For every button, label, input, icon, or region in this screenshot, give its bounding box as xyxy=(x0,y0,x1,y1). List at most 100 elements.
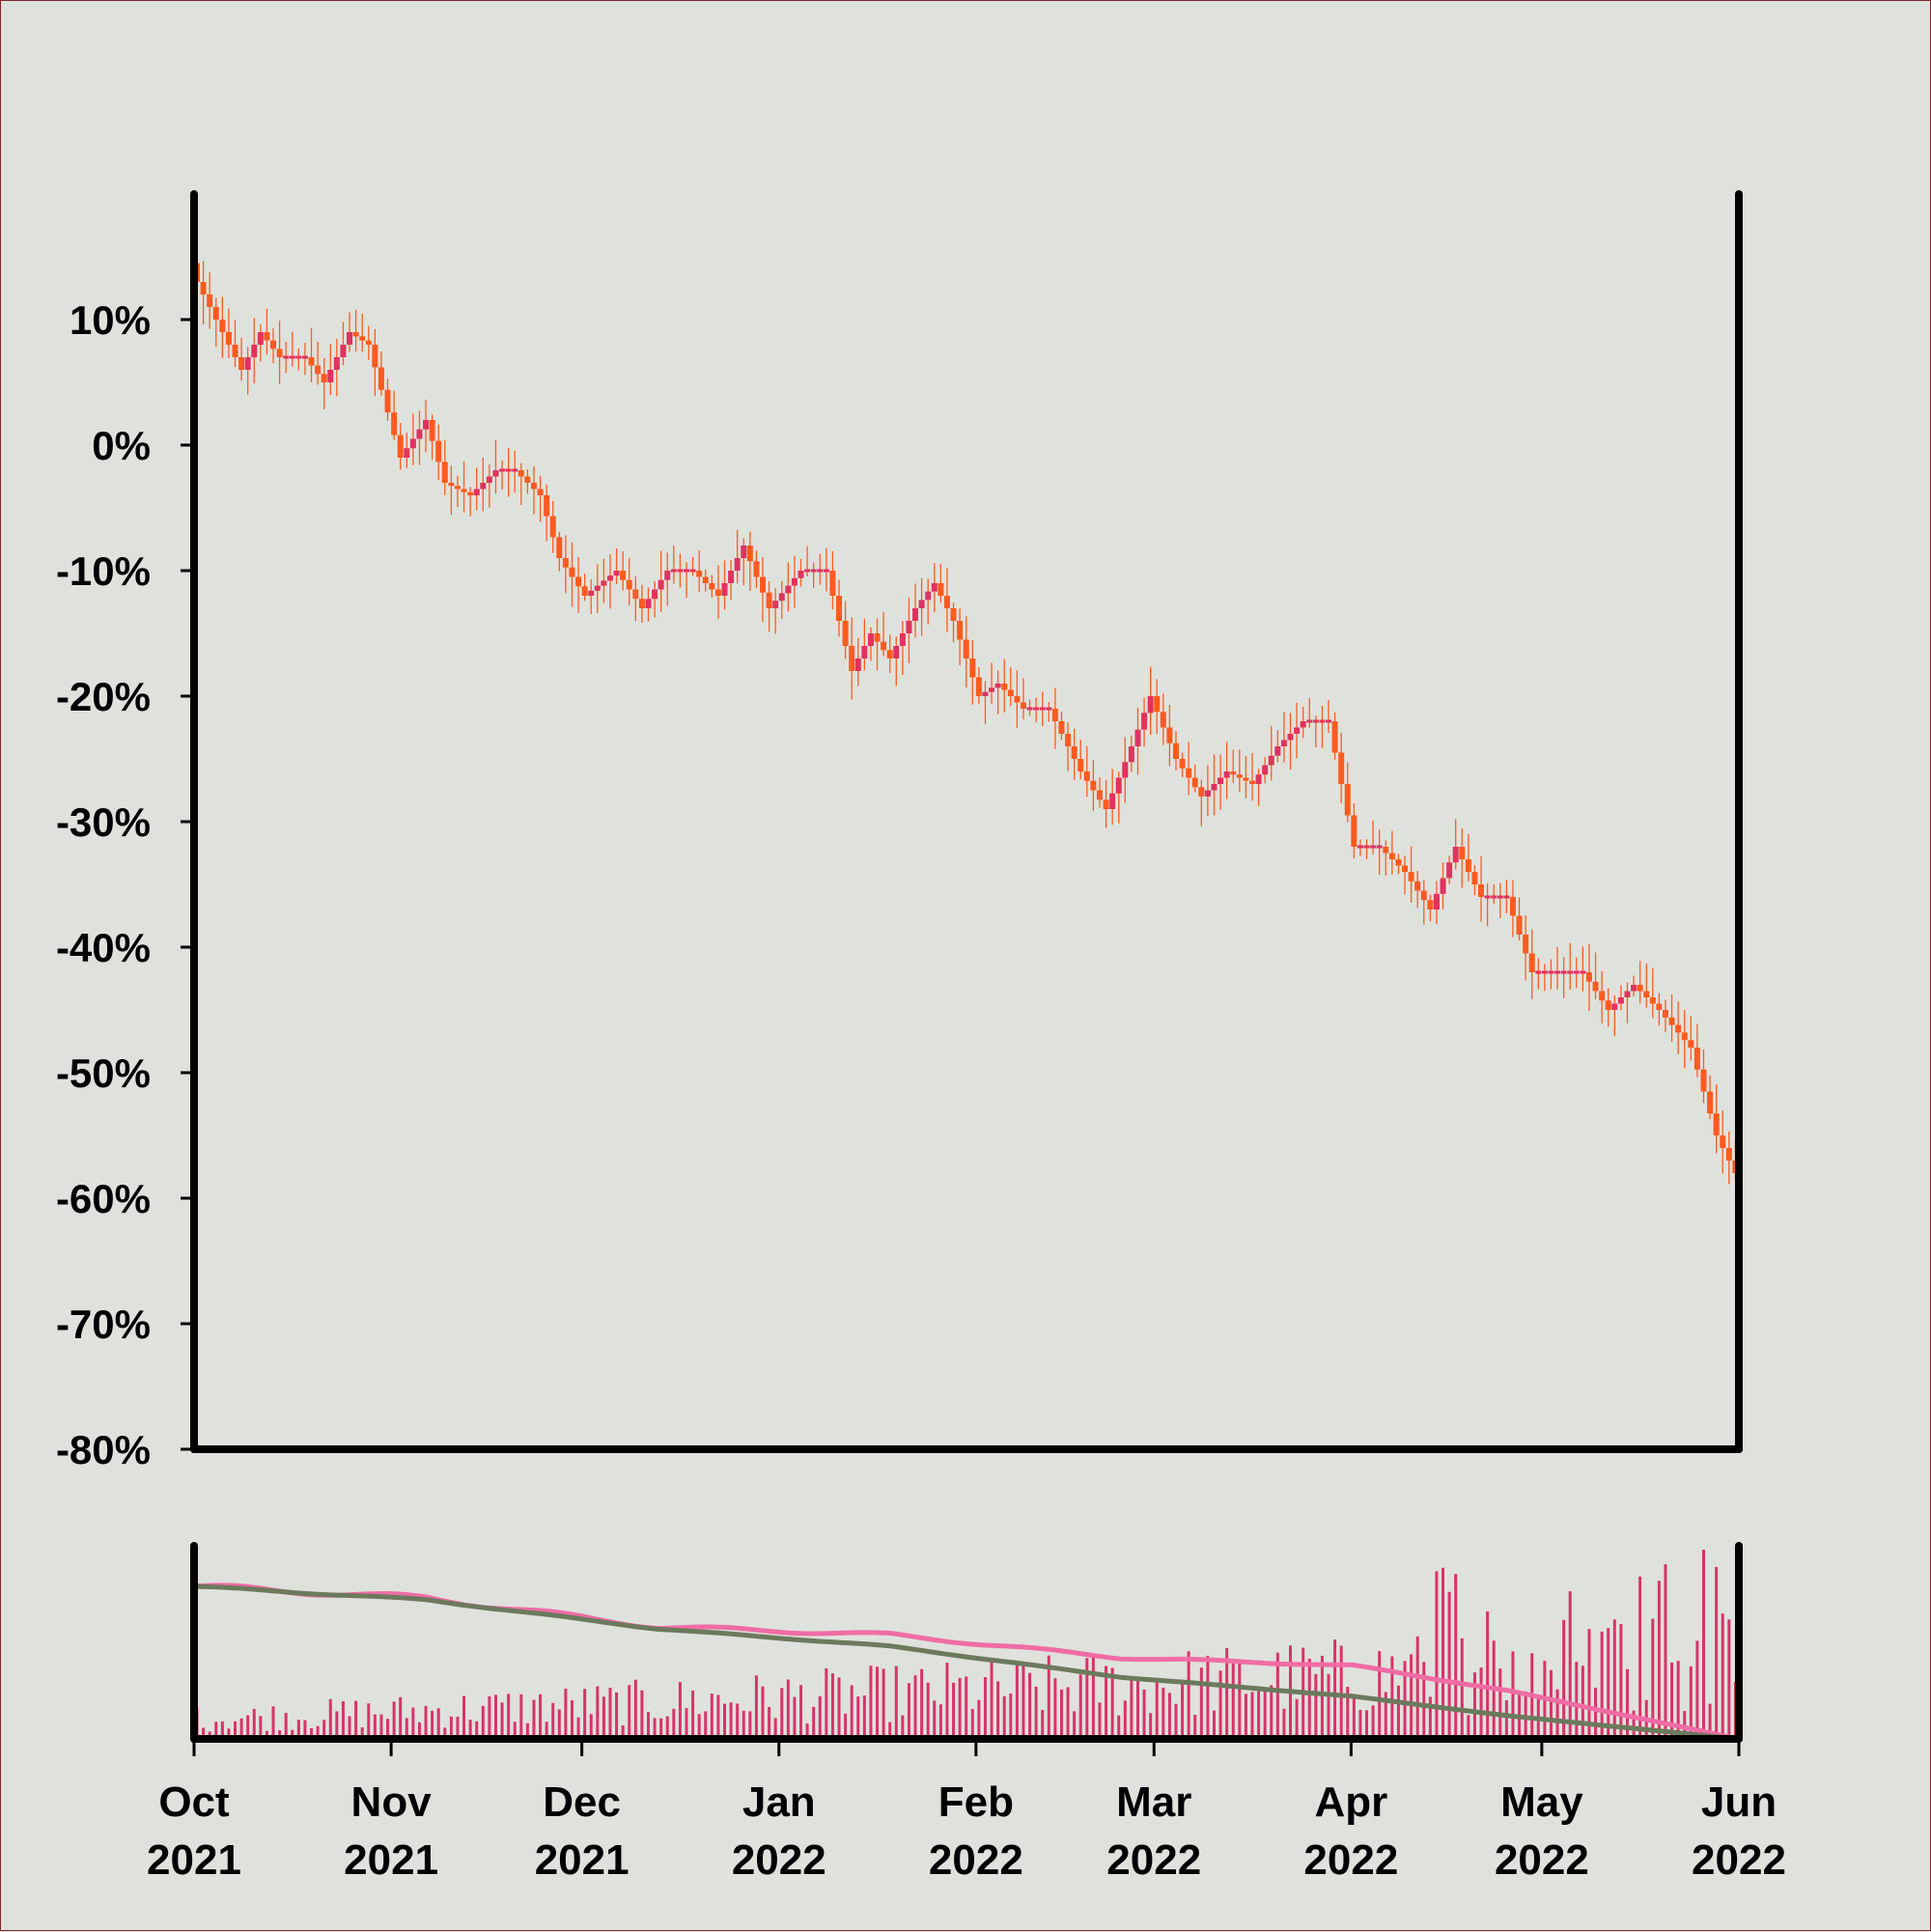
price-bar xyxy=(1725,1148,1732,1161)
price-bar xyxy=(1007,689,1014,696)
price-bar xyxy=(486,476,492,483)
price-bar xyxy=(1319,719,1326,723)
price-bar xyxy=(1509,897,1516,916)
price-bar xyxy=(670,569,677,573)
price-bar xyxy=(893,646,900,658)
price-bar xyxy=(728,571,735,583)
price-bar xyxy=(1497,895,1503,899)
price-bar xyxy=(760,576,767,593)
price-bar xyxy=(874,633,881,642)
price-bar xyxy=(854,658,861,671)
price-bar xyxy=(975,677,982,696)
price-bar xyxy=(1535,970,1542,974)
price-bar xyxy=(943,596,950,608)
price-bar xyxy=(1611,1003,1618,1010)
y-tick-label: -10% xyxy=(56,548,151,594)
price-bar xyxy=(352,332,359,337)
price-bar xyxy=(219,320,226,332)
price-bar xyxy=(492,470,499,477)
x-tick-year-label: 2022 xyxy=(732,1836,826,1884)
price-bar xyxy=(1541,970,1548,974)
price-bar xyxy=(257,332,264,345)
x-tick-month-label: May xyxy=(1500,1778,1583,1826)
price-bar xyxy=(435,440,442,462)
price-bar xyxy=(1198,787,1205,797)
price-bar xyxy=(1491,895,1497,899)
x-tick-year-label: 2022 xyxy=(1106,1836,1201,1884)
price-bar xyxy=(200,282,207,294)
x-tick-month-label: Feb xyxy=(938,1778,1014,1826)
price-bar xyxy=(1217,777,1224,784)
price-bar xyxy=(1585,972,1592,982)
price-bar xyxy=(1383,847,1389,854)
x-tick-year-label: 2021 xyxy=(535,1836,630,1884)
price-bar xyxy=(1693,1048,1700,1070)
price-bar xyxy=(817,569,824,573)
price-bar xyxy=(714,589,721,596)
y-tick-label: -80% xyxy=(56,1427,151,1472)
price-panel-axes xyxy=(190,190,1743,1453)
x-tick-year-label: 2022 xyxy=(1303,1836,1398,1884)
price-bar xyxy=(683,569,689,573)
price-bar xyxy=(1471,872,1478,884)
price-bar xyxy=(741,546,747,558)
price-bar xyxy=(620,571,627,580)
price-bar xyxy=(1020,702,1026,709)
volume-slow-average-line xyxy=(193,1583,1740,1742)
price-bar xyxy=(1713,1113,1720,1135)
price-bar xyxy=(1637,985,1643,992)
price-bar xyxy=(1255,774,1262,784)
x-tick-month-label: Jun xyxy=(1701,1778,1777,1826)
price-bar xyxy=(785,585,792,594)
price-bar xyxy=(829,571,836,596)
price-bar xyxy=(232,345,238,357)
price-bar xyxy=(613,571,620,576)
price-bar xyxy=(1478,884,1485,897)
price-bar xyxy=(1026,707,1033,711)
price-bar xyxy=(295,355,302,359)
price-bar xyxy=(1179,759,1186,769)
price-bar xyxy=(1707,1091,1714,1114)
price-bar xyxy=(1656,1003,1663,1010)
price-bar xyxy=(1440,878,1446,894)
price-bar xyxy=(969,658,976,678)
price-bar xyxy=(289,355,295,359)
price-bar xyxy=(1312,719,1319,723)
price-bar xyxy=(925,591,932,601)
price-bar xyxy=(1058,721,1065,734)
price-bar xyxy=(499,468,506,472)
price-bar xyxy=(1236,774,1243,778)
price-bar xyxy=(1109,793,1116,809)
price-bar xyxy=(1262,765,1269,775)
price-bar xyxy=(1554,970,1561,974)
price-bar xyxy=(645,599,652,608)
price-bar xyxy=(315,365,322,375)
price-bar xyxy=(1090,780,1097,791)
price-bar xyxy=(544,495,550,517)
price-bar xyxy=(1274,746,1281,756)
y-tick-label: 0% xyxy=(92,423,151,468)
price-bar xyxy=(766,592,772,608)
price-bar xyxy=(530,483,537,490)
price-bar xyxy=(372,345,378,368)
price-bar xyxy=(906,621,912,633)
price-bar xyxy=(1624,991,1631,997)
price-bar xyxy=(1567,970,1574,974)
price-bar xyxy=(1376,845,1383,849)
price-bar xyxy=(283,355,290,359)
price-bar xyxy=(1528,953,1535,972)
price-bar xyxy=(1223,771,1230,778)
x-tick-month-label: Dec xyxy=(543,1778,621,1826)
price-bar xyxy=(264,332,270,341)
price-bar xyxy=(1154,696,1161,713)
price-bar xyxy=(1294,727,1301,734)
price-bar xyxy=(918,600,925,608)
price-bar xyxy=(1560,970,1567,974)
price-bar xyxy=(912,608,919,621)
price-bar xyxy=(1631,985,1637,992)
price-bar xyxy=(1338,752,1345,784)
price-bar xyxy=(721,583,728,596)
price-bar xyxy=(321,374,327,382)
price-bar xyxy=(1166,727,1173,743)
price-bar xyxy=(1548,970,1554,974)
